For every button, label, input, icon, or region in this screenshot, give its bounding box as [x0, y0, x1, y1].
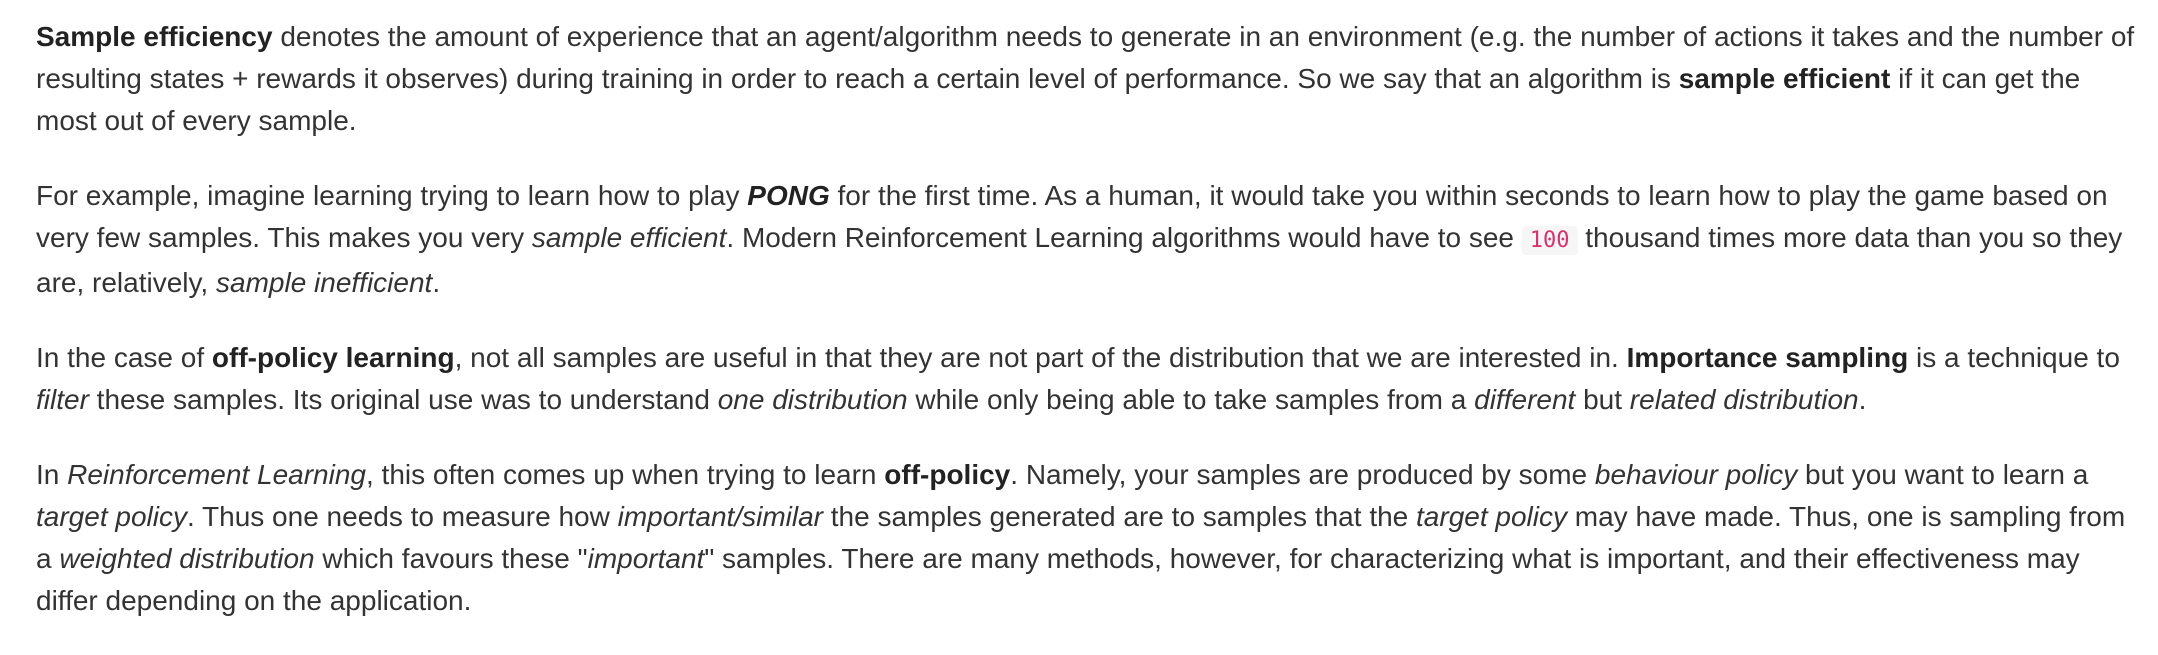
term-importance-sampling: Importance sampling: [1626, 342, 1909, 373]
paragraph-text: " samples. There are many methods, howev…: [36, 543, 2080, 616]
paragraph-text: . Modern Reinforcement Learning algorith…: [726, 222, 1522, 253]
paragraph-text: these samples. Its original use was to u…: [88, 384, 718, 415]
term-filter: filter: [36, 384, 89, 415]
paragraph-text: In the case of: [36, 342, 212, 373]
paragraph-text: the samples generated are to samples tha…: [823, 501, 1417, 532]
term-important-similar: important/similar: [617, 501, 823, 532]
paragraph-text: but: [1575, 384, 1630, 415]
paragraph-text: , this often comes up when trying to lea…: [365, 459, 885, 490]
paragraph-text: , not all samples are useful in that the…: [454, 342, 1627, 373]
term-pong-text: PONG: [747, 180, 830, 211]
paragraph-text: For example, imagine learning trying to …: [36, 180, 748, 211]
term-sample-efficient-italic: sample efficient: [531, 222, 727, 253]
paragraph-text: but you want to learn a: [1797, 459, 2089, 490]
paragraph-text: . Namely, your samples are produced by s…: [1010, 459, 1595, 490]
paragraph-text: In: [36, 459, 68, 490]
term-related-distribution: related distribution: [1629, 384, 1859, 415]
term-different: different: [1474, 384, 1576, 415]
term-reinforcement-learning: Reinforcement Learning: [67, 459, 366, 490]
paragraph-text: for the first time. As a human, it would…: [36, 180, 2108, 253]
paragraph-sample-efficiency: Sample efficiency denotes the amount of …: [36, 16, 2136, 142]
term-weighted-distribution: weighted distribution: [59, 543, 315, 574]
term-sample-efficient: sample efficient: [1678, 63, 1891, 94]
paragraph-pong-example: For example, imagine learning trying to …: [36, 175, 2136, 304]
term-off-policy-learning: off-policy learning: [211, 342, 455, 373]
term-target-policy: target policy: [36, 501, 187, 532]
paragraph-reinforcement-learning: In Reinforcement Learning, this often co…: [36, 454, 2136, 622]
paragraph-text: which favours these ": [314, 543, 588, 574]
term-pong: PONG: [747, 180, 829, 211]
paragraph-text: if it can get the most out of every samp…: [36, 63, 2081, 136]
paragraph-text: . Thus one needs to measure how: [186, 501, 618, 532]
term-sample-inefficient: sample inefficient: [216, 267, 433, 298]
paragraph-off-policy-learning: In the case of off-policy learning, not …: [36, 337, 2136, 421]
term-behaviour-policy: behaviour policy: [1594, 459, 1798, 490]
term-sample-efficiency: Sample efficiency: [36, 21, 273, 52]
paragraph-text: is a technique to: [1908, 342, 2120, 373]
paragraph-text: while only being able to take samples fr…: [907, 384, 1475, 415]
paragraph-text: .: [432, 267, 441, 298]
paragraph-text: thousand times more data than you so the…: [36, 222, 2123, 298]
inline-code-100: 100: [1521, 226, 1578, 255]
paragraph-text: may have made. Thus, one is sampling fro…: [36, 501, 2126, 574]
paragraph-text: denotes the amount of experience that an…: [36, 21, 2135, 94]
term-one-distribution: one distribution: [717, 384, 908, 415]
article-body: Sample efficiency denotes the amount of …: [36, 16, 2136, 655]
term-target-policy: target policy: [1416, 501, 1567, 532]
term-off-policy: off-policy: [884, 459, 1011, 490]
paragraph-text: .: [1858, 384, 1867, 415]
term-important: important: [587, 543, 705, 574]
